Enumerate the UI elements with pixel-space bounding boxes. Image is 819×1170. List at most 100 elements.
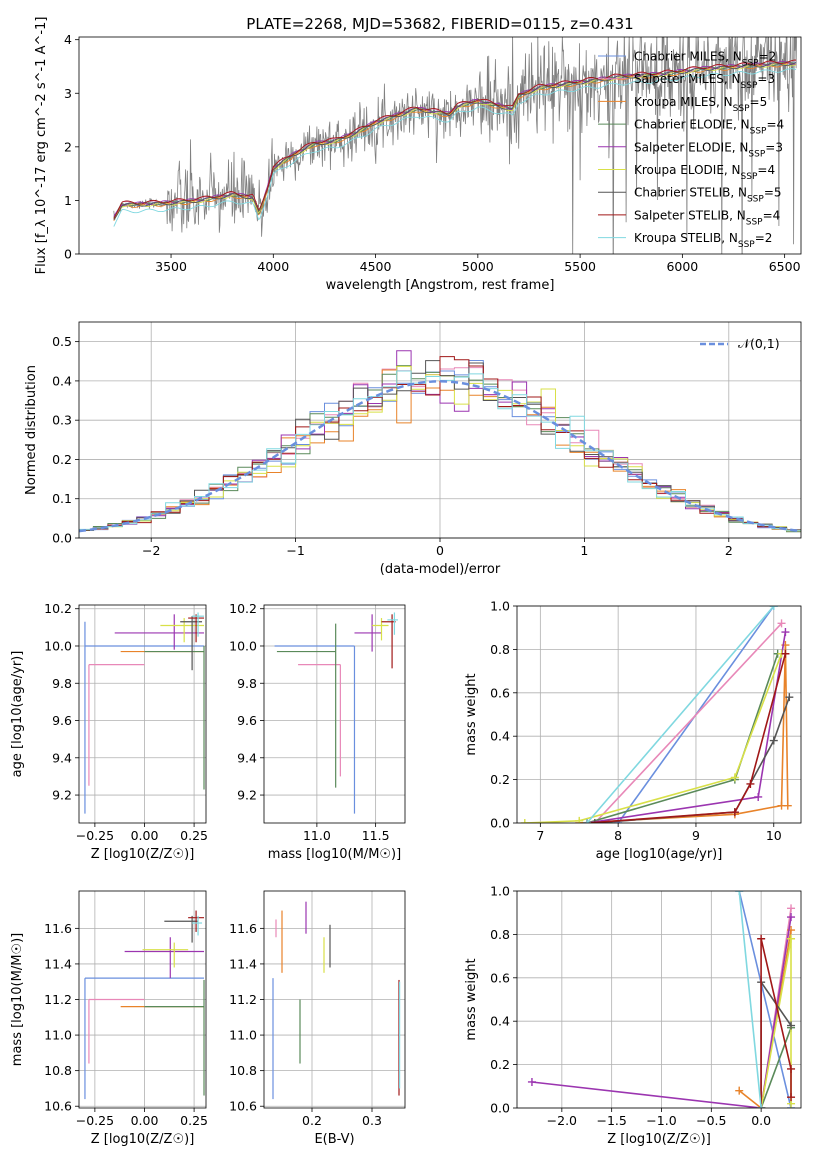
- weight-marker: [757, 934, 766, 943]
- plot-area: [84, 612, 205, 814]
- axes-frame: [263, 604, 406, 824]
- weight-marker: [785, 693, 794, 702]
- weight-marker: [735, 891, 744, 895]
- legend-label: Chabrier ELODIE, NSSP=4: [634, 118, 784, 137]
- x-tick-label: 8: [614, 828, 622, 843]
- legend-label: Salpeter STELIB, NSSP=4: [634, 208, 780, 227]
- axes-age_weight: 7 8 9 10 0.0 0.2 0.4 0.6 0.8 1.0 age [log10(age/yr…: [464, 599, 802, 862]
- weight-line: [586, 606, 775, 823]
- weight-line: [760, 938, 792, 1108]
- y-tick-label: 9.2: [237, 788, 257, 803]
- y-tick-label: 9.8: [237, 676, 257, 691]
- weight-line: [594, 622, 783, 823]
- y-tick-label: 1: [64, 193, 72, 208]
- figure-title: PLATE=2268, MJD=53682, FIBERID=0115, z=0…: [246, 15, 633, 33]
- x-tick-label: 0.25: [180, 828, 208, 843]
- x-tick-label: −1: [286, 543, 304, 558]
- axes-z_mass: −0.25 0.00 0.25 10.6 10.8 11.0 11.2 11.4 11.6 Z […: [10, 890, 208, 1147]
- x-tick-label: 9: [692, 828, 700, 843]
- plot-area: [274, 612, 398, 814]
- weight-line: [738, 891, 762, 1108]
- weight-marker: [583, 819, 592, 823]
- y-tick-label: 11.6: [229, 921, 257, 936]
- plot-area: [527, 891, 796, 1108]
- weight-marker: [777, 619, 786, 628]
- axes-frame: [78, 890, 207, 1109]
- weight-marker: [754, 792, 763, 801]
- weight-marker: [590, 819, 599, 823]
- weight-line: [586, 653, 787, 823]
- weight-marker: [787, 1093, 796, 1102]
- x-tick-label: 0: [436, 543, 444, 558]
- weight-marker: [730, 808, 739, 817]
- y-tick-label: 0.0: [490, 816, 510, 831]
- weight-marker: [527, 1077, 536, 1086]
- y-tick-label: 11.0: [229, 1028, 257, 1043]
- weight-marker: [781, 628, 790, 637]
- x-axis-label: mass [log10(M/M☉)]: [268, 847, 401, 862]
- axes-z_weight: −2.0 −1.5 −1.0 −0.5 0.0 0.0 0.2 0.4 0.6 0.8 1.0 Z […: [464, 884, 802, 1147]
- y-tick-label: 10.0: [44, 638, 72, 653]
- weight-marker: [787, 904, 796, 913]
- y-tick-label: 11.4: [229, 956, 257, 971]
- x-tick-label: −0.25: [76, 1113, 114, 1128]
- x-tick-label: 4000: [257, 259, 289, 274]
- weight-marker: [787, 1064, 796, 1073]
- legend-label: Salpeter ELODIE, NSSP=3: [634, 140, 783, 159]
- legend-label: Chabrier STELIB, NSSP=5: [634, 186, 782, 205]
- axes-z_age: −0.25 0.00 0.25 9.2 9.4 9.6 9.8 10.0 10.2 Z [log1…: [10, 601, 208, 862]
- x-axis-label: age [log10(age/yr)]: [596, 847, 723, 862]
- ticks: −2 −1 0 1 2 0.0 0.1 0.2 0.3 0.4 0.5: [52, 334, 733, 558]
- weight-marker: [787, 913, 796, 922]
- x-axis-label: (data-model)/error: [380, 562, 501, 577]
- weight-marker: [781, 649, 790, 658]
- y-tick-label: 4: [64, 32, 72, 47]
- weight-marker: [735, 1086, 744, 1095]
- weight-line: [760, 938, 792, 1108]
- x-tick-label: 0.25: [180, 1113, 208, 1128]
- x-axis-label: Z [log10(Z/Z☉)]: [91, 1132, 195, 1147]
- plot-area: [113, 37, 797, 254]
- x-tick-label: 0.00: [131, 1113, 159, 1128]
- ticks: 0.2 0.3 10.6 10.8 11.0 11.2 11.4 11.6: [229, 921, 382, 1128]
- axes-ebv_mass: 0.2 0.3 10.6 10.8 11.0 11.2 11.4 11.6 E(B-V): [229, 890, 406, 1147]
- x-axis-label: Z [log10(Z/Z☉)]: [91, 847, 195, 862]
- y-tick-label: 0.2: [490, 772, 510, 787]
- axes-residuals: −2 −1 0 1 2 0.0 0.1 0.2 0.3 0.4 0.5 (data-model)/er…: [24, 321, 802, 577]
- axes-frame: [263, 890, 406, 1109]
- legend-label: Kroupa ELODIE, NSSP=4: [634, 163, 775, 182]
- ticks: 3500 4000 4500 5000 5500 6000 6500 0 1 2 3 4: [64, 32, 801, 274]
- x-tick-label: 0.00: [131, 828, 159, 843]
- spectrum-data-line: [113, 37, 797, 254]
- y-tick-label: 9.4: [237, 750, 257, 765]
- spectrum-model-line: [113, 59, 797, 219]
- y-tick-label: 2: [64, 139, 72, 154]
- y-tick-label: 0.1: [52, 491, 72, 506]
- x-tick-label: −0.25: [76, 828, 114, 843]
- y-axis-label: mass weight: [464, 673, 479, 755]
- y-tick-label: 0.0: [52, 531, 72, 546]
- y-tick-label: 0.6: [490, 685, 510, 700]
- x-tick-label: 11.5: [362, 828, 390, 843]
- x-tick-label: 0.3: [362, 1113, 382, 1128]
- y-tick-label: 0.2: [490, 1057, 510, 1072]
- x-axis-label: Z [log10(Z/Z☉)]: [607, 1132, 711, 1147]
- y-tick-label: 0.6: [490, 970, 510, 985]
- x-tick-label: 11.0: [303, 828, 331, 843]
- weight-line: [524, 653, 783, 823]
- y-tick-label: 11.2: [44, 992, 72, 1007]
- y-tick-label: 0.3: [52, 413, 72, 428]
- weight-marker: [575, 816, 584, 823]
- weight-line: [760, 1027, 792, 1108]
- y-axis-label: mass weight: [464, 958, 479, 1040]
- ticks: 11.0 11.5 9.2 9.4 9.6 9.8 10.0 10.2: [229, 601, 389, 843]
- weight-marker: [757, 1104, 766, 1108]
- weight-marker: [787, 1021, 796, 1030]
- y-tick-label: 0.4: [52, 373, 72, 388]
- weight-marker: [746, 779, 755, 788]
- x-tick-label: −1.5: [596, 1113, 626, 1128]
- y-tick-label: 3: [64, 86, 72, 101]
- x-tick-label: 5000: [462, 259, 494, 274]
- y-tick-label: 11.2: [229, 992, 257, 1007]
- axes-spectrum: 3500 4000 4500 5000 5500 6000 6500 0 1 2 3 4 wavelen…: [34, 17, 802, 293]
